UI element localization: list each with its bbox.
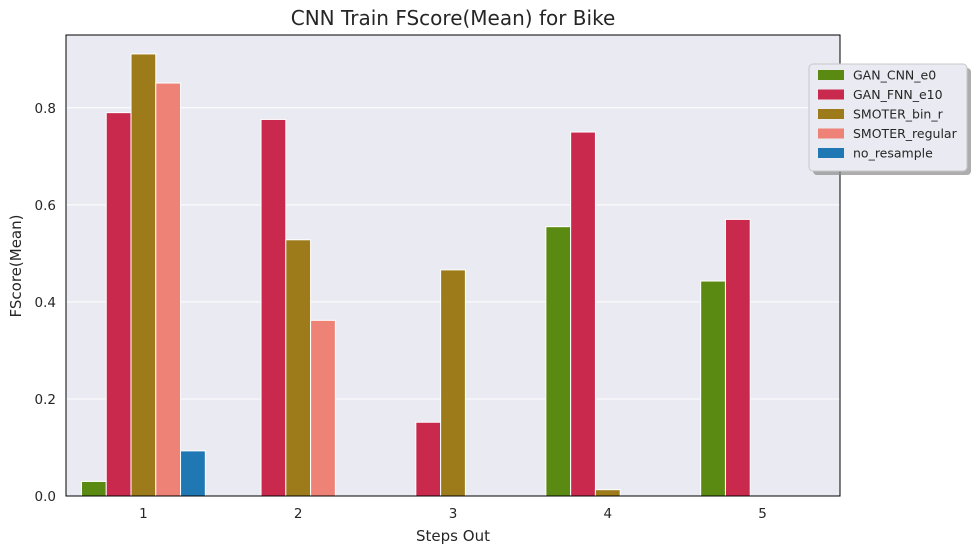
y-tick-label: 0.6 <box>35 198 56 214</box>
bar-SMOTER_bin_r-1 <box>130 53 157 497</box>
x-tick-label: 2 <box>294 506 303 522</box>
legend-swatch <box>818 128 844 139</box>
bars <box>80 53 751 497</box>
x-tick-label: 1 <box>139 506 148 522</box>
y-ticks: 0.0 0.2 0.4 0.6 0.8 <box>35 101 56 505</box>
bar-GAN_FNN_e10-3 <box>415 421 442 497</box>
chart-title: CNN Train FScore(Mean) for Bike <box>291 6 616 30</box>
y-tick-label: 0.4 <box>35 295 56 311</box>
legend-label: no_resample <box>853 146 933 161</box>
legend-swatch <box>818 70 844 80</box>
bar-SMOTER_bin_r-2 <box>285 239 312 497</box>
bar-no_resample-1 <box>180 450 206 497</box>
legend-swatch <box>818 148 844 158</box>
bar-GAN_CNN_e0-4 <box>545 226 572 497</box>
x-tick-label: 4 <box>604 506 613 522</box>
legend-label: GAN_FNN_e10 <box>853 87 943 102</box>
bar-SMOTER_regular-1 <box>155 82 182 497</box>
bar-GAN_FNN_e10-2 <box>260 118 287 497</box>
x-ticks: 1 2 3 4 5 <box>139 506 767 522</box>
bar-GAN_FNN_e10-4 <box>570 131 596 497</box>
legend-swatch <box>818 89 844 100</box>
x-tick-label: 3 <box>449 506 458 522</box>
legend-label: SMOTER_bin_r <box>853 107 944 122</box>
legend-box <box>808 63 968 172</box>
bar-GAN_CNN_e0-1 <box>80 480 107 497</box>
bar-GAN_FNN_e10-1 <box>105 112 132 497</box>
legend-label: GAN_CNN_e0 <box>853 68 936 83</box>
y-axis-label: FScore(Mean) <box>7 215 25 318</box>
legend-swatch <box>818 109 844 119</box>
y-tick-label: 0.2 <box>35 392 56 408</box>
y-tick-label: 0.8 <box>35 101 56 117</box>
y-tick-label: 0.0 <box>35 489 56 505</box>
bar-SMOTER_bin_r-4 <box>594 489 621 497</box>
legend: GAN_CNN_e0 GAN_FNN_e10 SMOTER_bin_r SMOTER_… <box>808 63 971 175</box>
bar-SMOTER_regular-2 <box>310 319 336 497</box>
plot-frame <box>65 34 841 497</box>
x-tick-label: 5 <box>758 506 767 522</box>
legend-label: SMOTER_regular <box>853 126 958 141</box>
bar-GAN_CNN_e0-5 <box>700 280 726 497</box>
x-axis-label: Steps Out <box>416 527 490 545</box>
bar-SMOTER_bin_r-3 <box>440 269 466 497</box>
bar-GAN_FNN_e10-5 <box>724 218 751 497</box>
